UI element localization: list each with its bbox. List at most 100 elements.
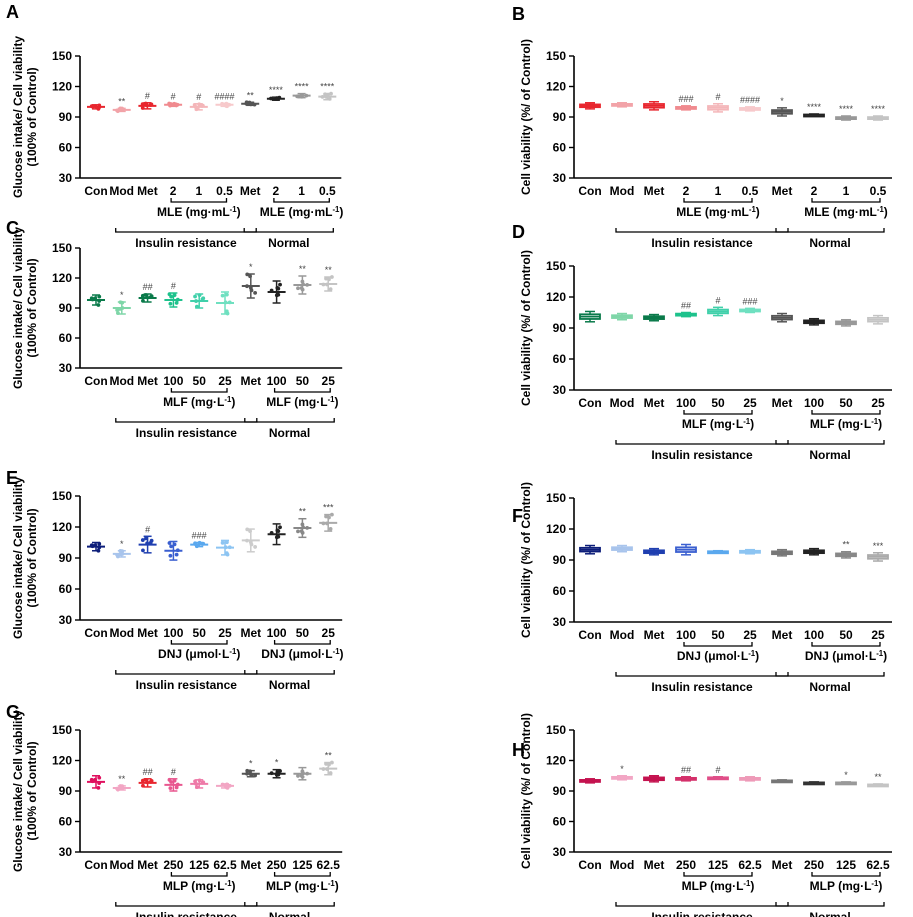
unit-label-part: -1 <box>871 879 879 888</box>
data-point <box>148 103 153 108</box>
x-tick-label: Con <box>578 396 601 410</box>
data-group-9: **** <box>318 82 337 101</box>
y-tick-label: 30 <box>553 383 567 397</box>
data-group-5 <box>216 539 234 557</box>
x-tick-label: 62.5 <box>738 858 762 872</box>
data-point <box>175 782 180 787</box>
x-tick-label: Met <box>137 184 158 198</box>
data-group-1: ** <box>112 96 131 114</box>
x-tick-label: 50 <box>296 626 310 640</box>
unit-label-part: MLF (mg·L <box>163 395 224 409</box>
panel-label: D <box>512 222 525 242</box>
data-point <box>269 288 274 293</box>
x-tick-label: Met <box>772 858 793 872</box>
x-tick-label: Met <box>240 184 261 198</box>
x-tick-label: 50 <box>711 396 725 410</box>
data-group-3: ### <box>675 94 697 111</box>
data-group-8: ** <box>835 540 857 559</box>
data-point <box>253 773 258 778</box>
y-tick-label: 120 <box>52 271 72 285</box>
x-tick-label: Met <box>772 628 793 642</box>
data-point <box>148 540 153 545</box>
data-group-9: ** <box>867 772 889 788</box>
group-bracket <box>115 902 258 907</box>
group-label: Normal <box>809 910 850 917</box>
data-point <box>227 102 232 107</box>
x-tick-label: Met <box>644 396 665 410</box>
significance-label: * <box>275 758 279 768</box>
data-point <box>245 527 250 532</box>
significance-label: ## <box>681 765 691 775</box>
data-point <box>167 777 172 782</box>
y-axis-label: Cell viability (%/ of Control) <box>519 713 533 869</box>
x-tick-label: 25 <box>322 626 336 640</box>
group-label: Normal <box>269 426 310 440</box>
unit-label-part: -1 <box>230 205 238 214</box>
x-tick-label: 125 <box>708 858 728 872</box>
concentration-label: DNJ (μmol·L-1) <box>158 647 240 662</box>
data-point <box>327 515 331 520</box>
data-point <box>323 92 328 97</box>
data-group-9: *** <box>319 503 338 532</box>
data-group-8 <box>293 766 312 781</box>
group-label: Insulin resistance <box>135 236 237 250</box>
panel-C: C 30 60 90 120 150 Glucose intake/ Cell viabil… <box>6 218 343 440</box>
data-group-6: * <box>241 262 260 299</box>
unit-label-part: MLF (mg·L <box>682 417 743 431</box>
data-point <box>148 295 153 300</box>
group-bracket <box>615 902 789 907</box>
data-point <box>249 288 254 293</box>
data-point <box>325 767 329 771</box>
x-tick-label: Met <box>644 184 665 198</box>
y-axis-label: Cell viability (%/ of Control) <box>519 250 533 406</box>
concentration-label: MLP (mg·L-1) <box>266 879 339 894</box>
unit-label-part: ) <box>878 417 882 431</box>
data-point <box>330 275 334 279</box>
y-tick-label: 120 <box>52 520 72 534</box>
data-point <box>175 297 180 302</box>
panel-label: B <box>512 4 525 24</box>
unit-label-part: MLF (mg·L <box>266 395 327 409</box>
x-tick-label: 125 <box>292 858 312 872</box>
data-group-1 <box>611 102 633 108</box>
data-group-8: ** <box>293 264 312 295</box>
data-group-5 <box>216 782 234 790</box>
unit-label-part: ) <box>883 649 887 663</box>
data-point <box>227 783 232 788</box>
data-point <box>140 538 145 542</box>
significance-label: ** <box>325 751 333 761</box>
x-tick-label: 0.5 <box>319 184 336 198</box>
data-group-0 <box>579 310 601 323</box>
unit-label-part: -1 <box>333 647 341 656</box>
data-group-7: * <box>267 758 286 779</box>
data-group-1: * <box>112 539 131 559</box>
x-tick-label: 1 <box>715 184 722 198</box>
data-group-1: ** <box>112 774 131 792</box>
unit-label-part: -1 <box>871 417 879 426</box>
data-point <box>224 104 229 108</box>
unit-label-part: -1 <box>332 205 340 214</box>
y-tick-label: 90 <box>59 784 73 798</box>
data-point <box>194 299 198 303</box>
y-tick-label: 150 <box>546 49 566 63</box>
group-label: Normal <box>269 678 310 692</box>
data-point <box>330 760 334 765</box>
data-group-7 <box>267 280 286 304</box>
unit-label-part: MLP (mg·L <box>682 879 744 893</box>
unit-label-part: -1 <box>877 205 885 214</box>
data-group-2 <box>643 313 665 322</box>
data-group-9: **** <box>867 104 889 121</box>
data-group-3 <box>675 543 697 556</box>
data-point <box>175 548 180 553</box>
data-group-8: **** <box>292 82 311 99</box>
data-point <box>96 548 101 553</box>
significance-label: ** <box>118 96 126 106</box>
unit-label-part: ) <box>339 205 343 219</box>
data-point <box>328 771 333 775</box>
data-point <box>247 100 252 105</box>
data-point <box>220 101 224 106</box>
data-point <box>296 529 300 534</box>
data-group-9 <box>867 314 889 325</box>
data-point <box>299 529 304 534</box>
